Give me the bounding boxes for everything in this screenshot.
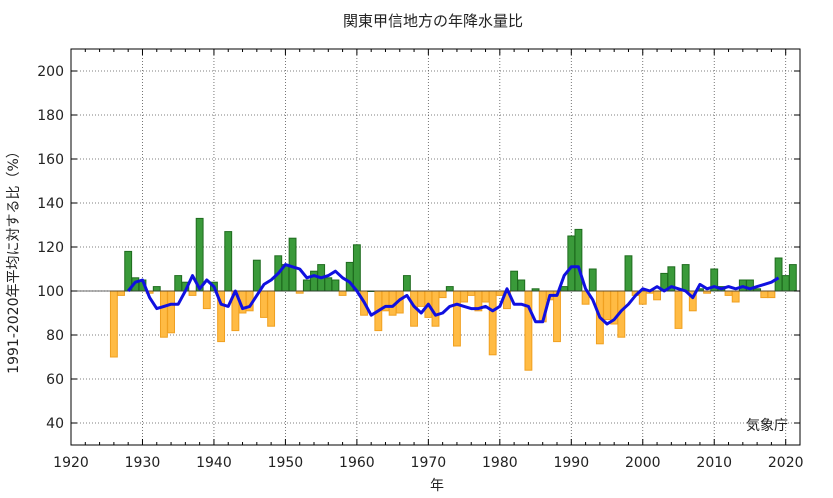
bar-below-average: [159, 290, 168, 338]
y-axis-label: 1991-2020年平均に対する比（%）: [6, 144, 22, 374]
x-axis-ticks: 1920 1930 1940 1950 1960 1970 1980 1990 2000 2010…: [53, 49, 804, 471]
bar-above-average: [352, 244, 361, 292]
x-tick-label: 2000: [625, 455, 661, 471]
y-tick-label: 120: [37, 240, 64, 256]
bar-above-average: [252, 259, 261, 292]
bar-below-average: [767, 290, 776, 299]
plot-frame: [70, 48, 801, 446]
x-tick-label: 2020: [768, 455, 804, 471]
bar-below-average: [731, 290, 740, 303]
bar-below-average: [481, 290, 490, 303]
chart-title: 関東甲信地方の年降水量比: [343, 12, 523, 30]
bar-above-average: [510, 270, 519, 292]
bar-above-average: [224, 231, 233, 292]
bar-below-average: [760, 290, 769, 299]
x-tick-label: 1920: [53, 455, 89, 471]
moving-average-line: [127, 263, 780, 326]
y-tick-label: 80: [46, 328, 64, 344]
bar-below-average: [109, 290, 118, 358]
x-tick-label: 1990: [553, 455, 589, 471]
bar-below-average: [495, 290, 504, 296]
bar-above-average: [788, 264, 797, 292]
x-tick-label: 2010: [696, 455, 732, 471]
y-tick-label: 180: [37, 108, 64, 124]
y-tick-label: 200: [37, 64, 64, 80]
bar-above-average: [174, 275, 183, 292]
bar-above-average: [324, 277, 333, 292]
bar-below-average: [553, 290, 561, 343]
bar-above-average: [195, 217, 204, 292]
bar-below-average: [453, 290, 461, 347]
bar-below-average: [653, 290, 661, 301]
bar-below-average: [603, 290, 611, 321]
bar-below-average: [267, 290, 276, 327]
bar-below-average: [417, 290, 426, 307]
bar-above-average: [331, 279, 340, 292]
x-tick-label: 1950: [268, 455, 304, 471]
y-tick-label: 100: [37, 284, 64, 300]
y-tick-label: 140: [37, 196, 64, 212]
bar-below-average: [524, 290, 533, 371]
bar-below-average: [431, 290, 440, 327]
credit-label: 気象庁: [746, 418, 788, 434]
bar-above-average: [567, 235, 576, 292]
bar-above-average: [681, 264, 690, 292]
bar-above-average: [152, 286, 161, 292]
x-tick-label: 1960: [339, 455, 375, 471]
bar-above-average: [781, 275, 790, 292]
bar-below-average: [188, 290, 197, 296]
bar-below-average: [260, 290, 268, 318]
x-tick-label: 1970: [411, 455, 447, 471]
bar-above-average: [574, 228, 583, 292]
y-tick-label: 60: [46, 372, 64, 388]
bar-above-average: [402, 275, 411, 292]
y-tick-label: 160: [37, 152, 64, 168]
x-tick-label: 1930: [125, 455, 161, 471]
bar-below-average: [202, 290, 211, 310]
bar-below-average: [488, 290, 497, 356]
y-axis-ticks: 40 60 80 100 120 140 160 180 200: [37, 64, 800, 432]
grid: [71, 49, 800, 445]
y-tick-label: 40: [46, 416, 64, 432]
bar-below-average: [117, 290, 125, 296]
bar-above-average: [588, 268, 597, 292]
x-axis-label: 年: [430, 478, 444, 494]
bar-below-average: [467, 290, 476, 296]
bar-below-average: [460, 290, 469, 303]
bar-above-average: [124, 250, 133, 292]
bar-below-average: [338, 290, 347, 296]
bar-above-average: [560, 286, 569, 292]
bar-below-average: [167, 290, 175, 334]
x-tick-label: 1940: [196, 455, 232, 471]
bar-below-average: [438, 290, 447, 299]
bar-above-average: [302, 279, 311, 292]
bar-below-average: [674, 290, 683, 329]
x-tick-label: 1980: [482, 455, 518, 471]
bar-above-average: [445, 286, 454, 292]
bar-above-average: [624, 255, 633, 292]
bar-below-average: [724, 290, 733, 296]
bar-above-average: [774, 257, 783, 292]
bar-above-average: [517, 279, 526, 292]
